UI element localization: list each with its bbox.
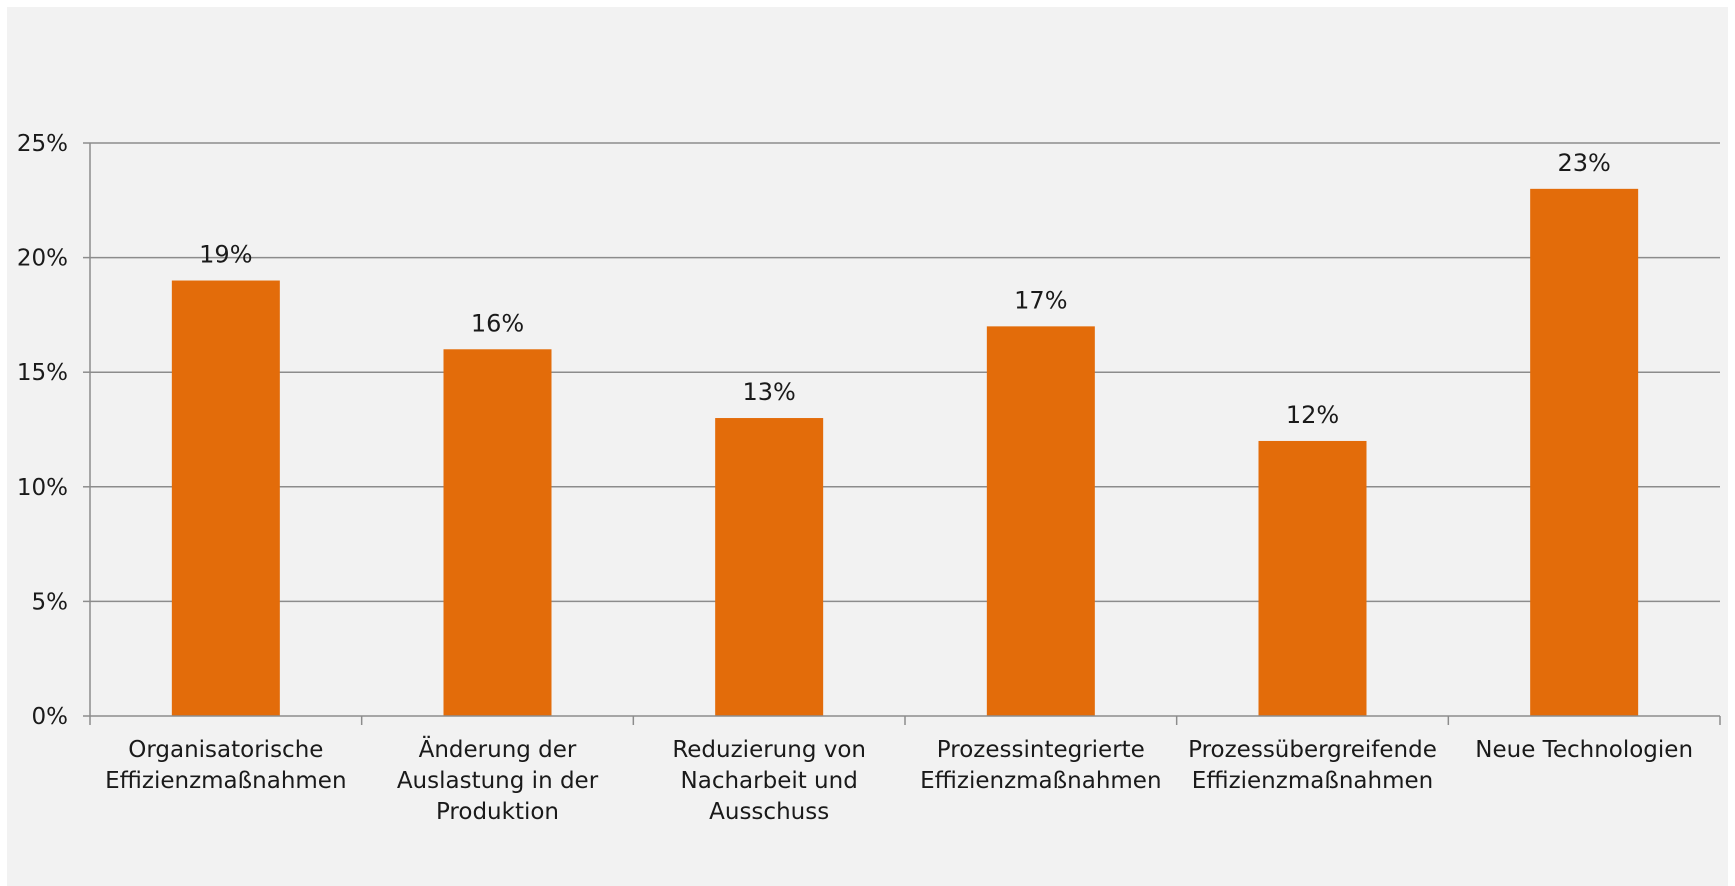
x-category-label-line: Produktion — [436, 799, 559, 825]
x-category-label: Prozessintegrierte Effizienzmaßnahmen — [920, 737, 1161, 794]
y-tick-label: 5% — [32, 589, 69, 615]
x-category-labels: Organisatorische Effizienzmaßnahmen Änderu… — [105, 735, 1693, 825]
x-category-label: Änderung der Auslastung in der Produktion — [397, 735, 599, 825]
x-category-label-line: Prozessintegrierte — [937, 737, 1145, 763]
x-category-label: Reduzierung von Nacharbeit und Ausschuss — [672, 737, 866, 825]
data-label: 23% — [1557, 149, 1610, 177]
data-label: 12% — [1286, 401, 1339, 429]
x-category-label: Prozessübergreifende Effizienzmaßnahmen — [1188, 737, 1437, 794]
y-tick-labels: 0% 5% 10% 15% 20% 25% — [17, 131, 68, 730]
bar — [171, 280, 280, 716]
y-tick-label: 0% — [32, 704, 69, 730]
x-category-label-line: Effizienzmaßnahmen — [920, 768, 1161, 794]
bar — [986, 326, 1095, 716]
data-label: 13% — [742, 378, 795, 406]
grid-lines — [90, 142, 1720, 603]
data-label: 17% — [1014, 286, 1067, 314]
y-tick-label: 20% — [17, 246, 68, 272]
x-category-label-line: Organisatorische — [128, 737, 323, 763]
x-category-label: Neue Technologien — [1475, 737, 1693, 763]
x-category-label-line: Reduzierung von — [672, 737, 866, 763]
bars — [171, 188, 1639, 717]
x-category-label-line: Neue Technologien — [1475, 737, 1693, 763]
y-tick-label: 15% — [17, 360, 68, 386]
x-category-label-line: Effizienzmaßnahmen — [105, 768, 346, 794]
chart-background — [7, 7, 1728, 886]
y-tick-label: 10% — [17, 475, 68, 501]
y-tick-label: 25% — [17, 131, 68, 157]
data-label: 16% — [471, 309, 524, 337]
x-category-label-line: Ausschuss — [709, 799, 829, 825]
bar — [715, 418, 824, 716]
x-category-label: Organisatorische Effizienzmaßnahmen — [105, 737, 346, 794]
x-category-label-line: Änderung der — [419, 735, 577, 763]
data-labels: 19% 16% 13% 17% 12% 23% — [199, 149, 1611, 429]
bar — [443, 349, 552, 716]
bar — [1258, 440, 1367, 716]
x-category-label-line: Effizienzmaßnahmen — [1192, 768, 1433, 794]
axes — [83, 142, 1721, 725]
x-category-label-line: Auslastung in der — [397, 768, 599, 794]
bar — [1530, 188, 1639, 717]
data-label: 19% — [199, 241, 252, 269]
x-category-label-line: Nacharbeit und — [681, 768, 858, 794]
x-category-label-line: Prozessübergreifende — [1188, 737, 1437, 763]
